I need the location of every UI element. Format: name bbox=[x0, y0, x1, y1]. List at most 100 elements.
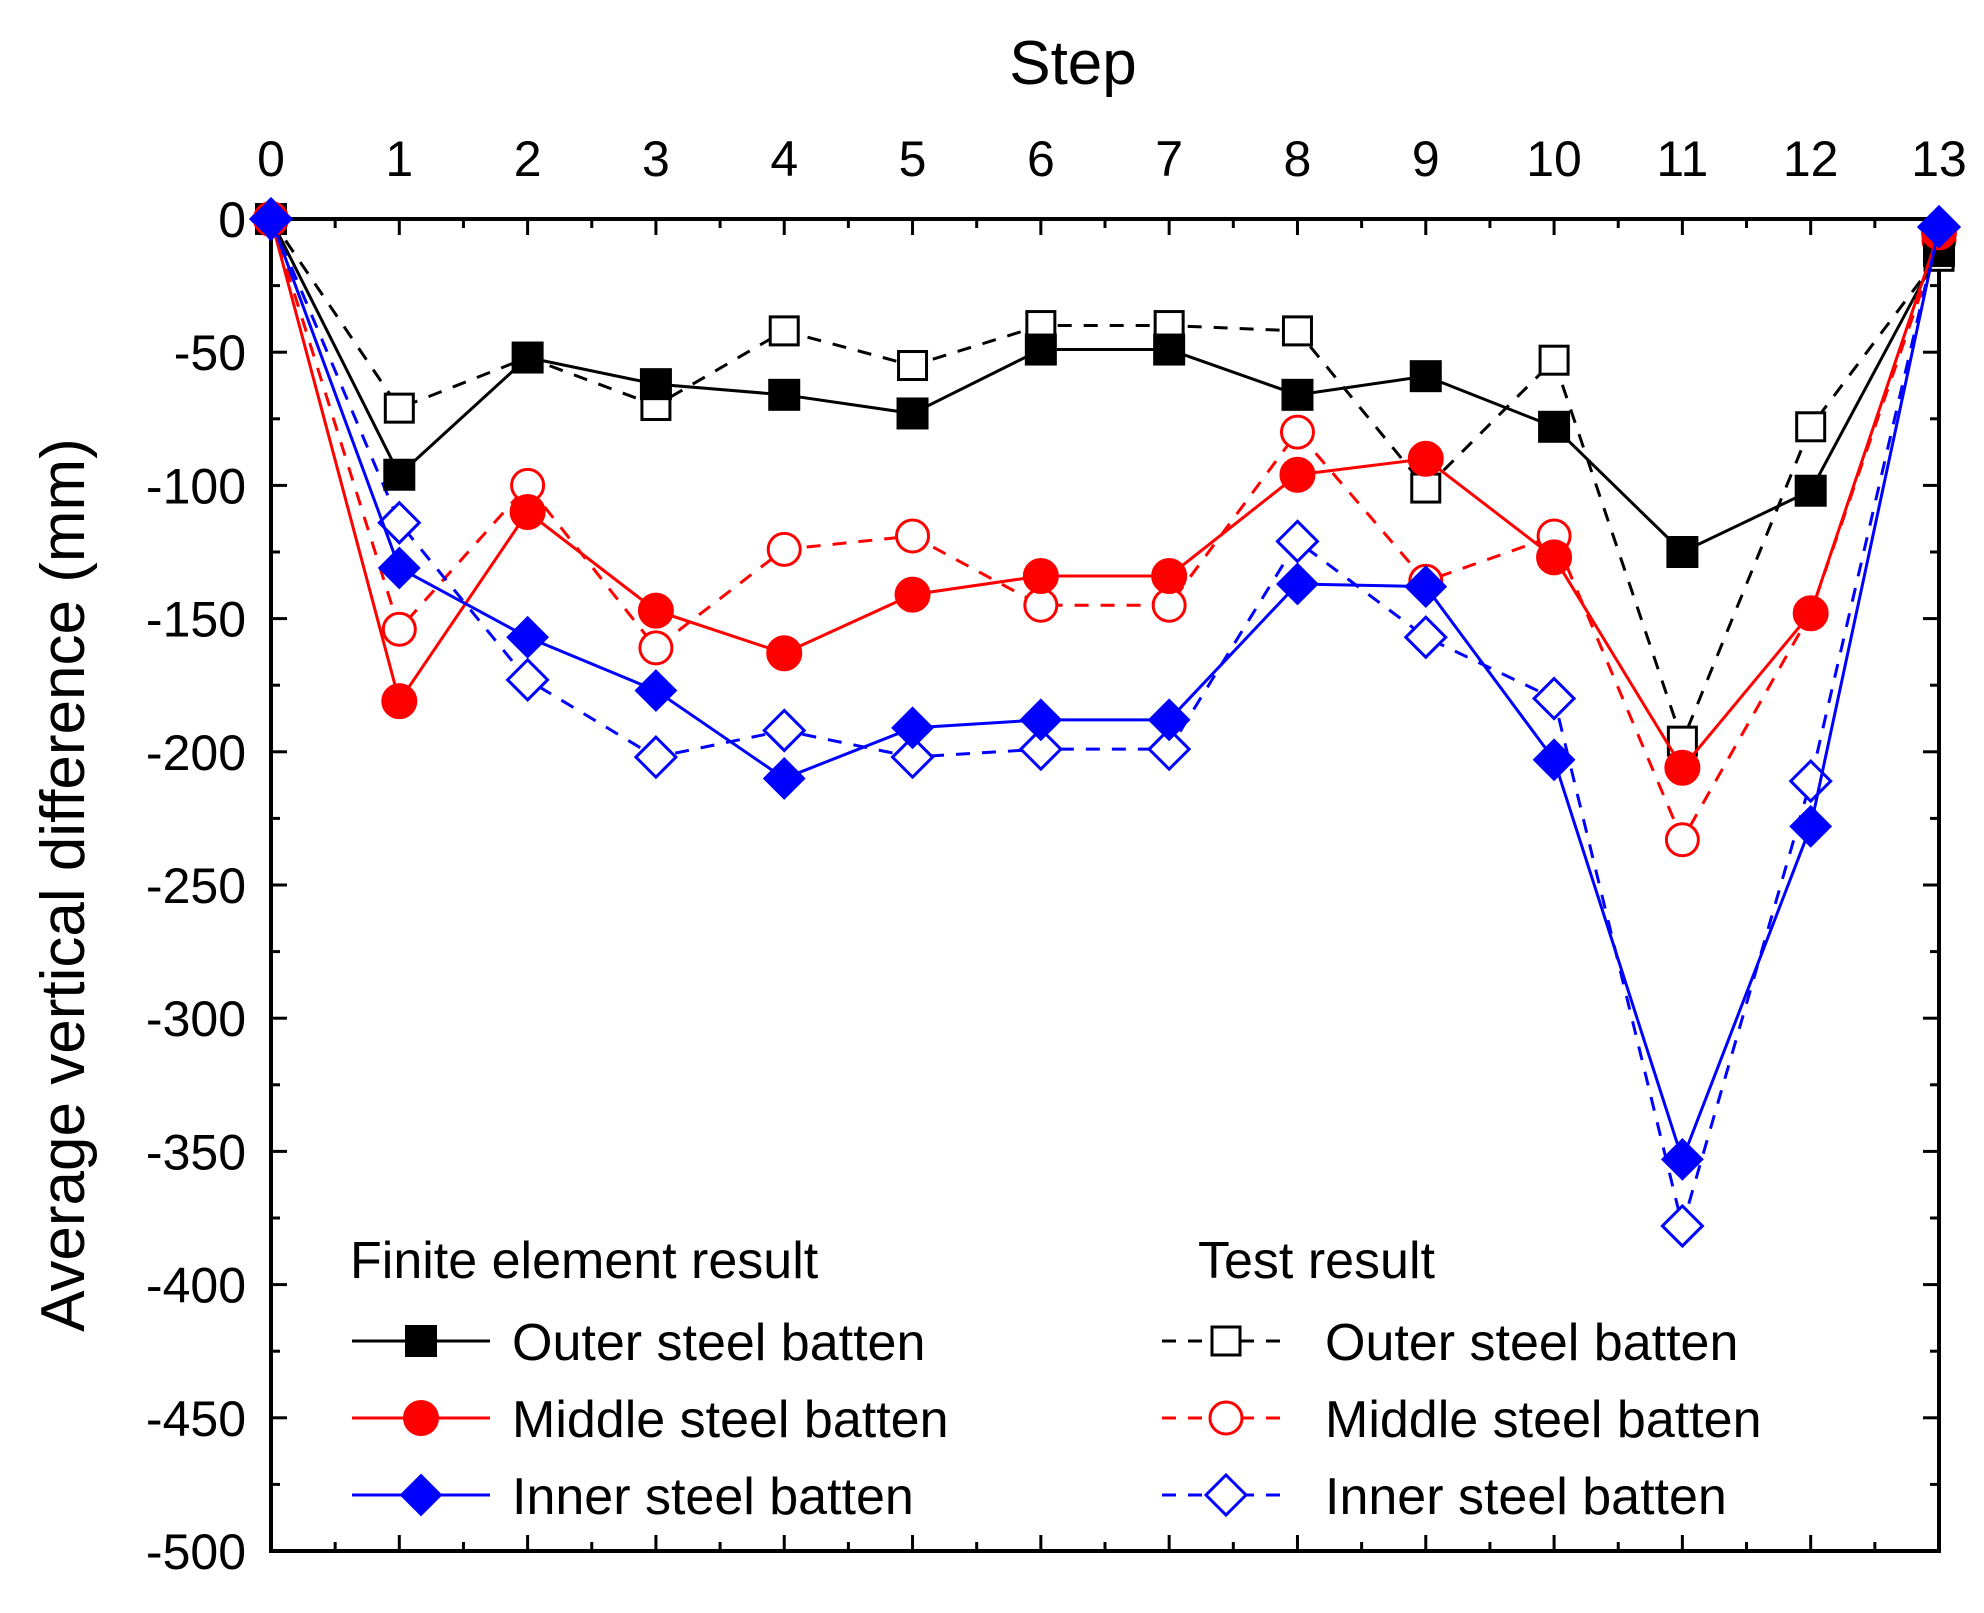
data-point-test-outer-steel-batten bbox=[383, 392, 415, 424]
y-tick-label: -150 bbox=[146, 592, 246, 648]
x-axis-title: Step bbox=[1009, 29, 1137, 98]
series-test-outer-steel-batten bbox=[255, 203, 1955, 757]
data-point-test-outer-steel-batten bbox=[1281, 315, 1313, 347]
data-point-fe-middle-steel-batten bbox=[1792, 595, 1829, 632]
data-point-test-inner-steel-batten bbox=[1403, 615, 1448, 660]
data-point-test-outer-steel-batten bbox=[1410, 472, 1442, 504]
data-point-fe-middle-steel-batten bbox=[1536, 539, 1573, 576]
x-tick-labels: 0 1 2 3 4 5 6 7 8 9 10 11 12 13 bbox=[257, 131, 1967, 187]
x-tick-label: 13 bbox=[1911, 131, 1967, 187]
data-point-test-inner-steel-batten bbox=[1660, 1203, 1705, 1249]
data-point-test-middle-steel-batten bbox=[1023, 587, 1059, 623]
legend-label-test-middle-steel-batten: Middle steel batten bbox=[1325, 1391, 1762, 1449]
data-point-test-inner-steel-batten bbox=[1147, 727, 1192, 772]
data-point-fe-middle-steel-batten bbox=[1022, 557, 1059, 594]
data-point-fe-middle-steel-batten bbox=[637, 592, 674, 629]
legend: Finite element result Test result Outer … bbox=[350, 1232, 1762, 1526]
data-point-test-middle-steel-batten bbox=[1279, 414, 1315, 450]
data-point-fe-outer-steel-batten bbox=[639, 368, 672, 401]
data-point-fe-inner-steel-batten bbox=[1019, 698, 1063, 742]
data-point-fe-outer-steel-batten bbox=[768, 378, 801, 411]
legend-label-test-outer-steel-batten: Outer steel batten bbox=[1325, 1314, 1738, 1372]
legend-marker-test-inner-steel-batten bbox=[1203, 1472, 1249, 1518]
series-line-fe-inner-steel-batten bbox=[269, 218, 1941, 1164]
x-tick-label: 5 bbox=[899, 131, 927, 187]
data-point-test-middle-steel-batten bbox=[766, 531, 802, 567]
y-tick-label: -300 bbox=[146, 991, 246, 1047]
legend-group-title-test: Test result bbox=[1198, 1232, 1436, 1290]
y-tick-label: -450 bbox=[146, 1391, 246, 1447]
y-axis-title: Average vertical difference (mm) bbox=[29, 438, 98, 1332]
x-tick-label: 7 bbox=[1155, 131, 1183, 187]
legend-marker-fe-inner-steel-batten bbox=[399, 1473, 443, 1517]
data-point-test-middle-steel-batten bbox=[895, 518, 931, 554]
data-point-fe-outer-steel-batten bbox=[1153, 333, 1186, 366]
data-point-test-middle-steel-batten bbox=[381, 611, 417, 647]
data-point-fe-inner-steel-batten bbox=[1147, 698, 1191, 742]
data-point-fe-middle-steel-batten bbox=[894, 576, 931, 613]
x-tick-label: 2 bbox=[514, 131, 542, 187]
data-point-test-inner-steel-batten bbox=[505, 657, 550, 702]
data-point-fe-inner-steel-batten bbox=[1660, 1137, 1704, 1181]
data-point-fe-middle-steel-batten bbox=[766, 635, 803, 672]
x-tick-label: 4 bbox=[770, 131, 798, 187]
series-fe-inner-steel-batten bbox=[249, 197, 1961, 1181]
y-tick-label: 0 bbox=[218, 192, 246, 248]
data-point-test-inner-steel-batten bbox=[377, 500, 422, 545]
x-tick-label: 6 bbox=[1027, 131, 1055, 187]
data-point-test-outer-steel-batten bbox=[897, 350, 929, 382]
data-point-test-outer-steel-batten bbox=[768, 315, 800, 347]
data-point-fe-middle-steel-batten bbox=[509, 494, 546, 531]
y-tick-labels: 0 -50 -100 -150 -200 -250 -300 -350 -400 -450 -500 bbox=[146, 192, 246, 1580]
series-test-middle-steel-batten bbox=[253, 201, 1957, 858]
axis-ticks bbox=[269, 217, 1941, 1553]
data-point-test-middle-steel-batten bbox=[1664, 822, 1700, 858]
x-tick-label: 12 bbox=[1783, 131, 1839, 187]
x-tick-label: 10 bbox=[1526, 131, 1582, 187]
data-point-test-inner-steel-batten bbox=[1788, 758, 1833, 804]
series-line-test-middle-steel-batten bbox=[269, 218, 1941, 844]
data-point-fe-middle-steel-batten bbox=[1279, 456, 1316, 493]
y-tick-label: -500 bbox=[146, 1524, 246, 1580]
data-point-fe-inner-steel-batten bbox=[1789, 804, 1833, 848]
legend-marker-fe-outer-steel-batten bbox=[405, 1325, 437, 1357]
data-point-fe-middle-steel-batten bbox=[1151, 557, 1188, 594]
series-layer bbox=[248, 196, 1962, 1249]
data-point-fe-outer-steel-batten bbox=[1409, 360, 1442, 393]
x-tick-label: 3 bbox=[642, 131, 670, 187]
data-point-test-outer-steel-batten bbox=[1795, 411, 1827, 443]
data-point-fe-inner-steel-batten bbox=[506, 615, 550, 659]
data-point-test-inner-steel-batten bbox=[890, 735, 935, 780]
x-tick-label: 1 bbox=[385, 131, 413, 187]
data-point-test-middle-steel-batten bbox=[1151, 587, 1187, 623]
data-point-test-inner-steel-batten bbox=[1018, 727, 1063, 772]
data-point-fe-inner-steel-batten bbox=[1276, 562, 1319, 606]
legend-marker-test-middle-steel-batten bbox=[1208, 1400, 1244, 1436]
legend-group-title-fe: Finite element result bbox=[350, 1232, 819, 1290]
legend-label-test-inner-steel-batten: Inner steel batten bbox=[1325, 1468, 1727, 1526]
data-point-fe-outer-steel-batten bbox=[1024, 333, 1057, 366]
data-point-fe-inner-steel-batten bbox=[1404, 565, 1448, 609]
data-point-test-inner-steel-batten bbox=[1275, 519, 1320, 564]
data-point-fe-outer-steel-batten bbox=[511, 341, 544, 374]
y-tick-label: -200 bbox=[146, 725, 246, 781]
y-tick-label: -50 bbox=[174, 325, 246, 381]
data-point-fe-outer-steel-batten bbox=[383, 458, 416, 491]
legend-item-fe-middle-steel-batten: Middle steel batten bbox=[352, 1391, 949, 1449]
x-tick-label: 0 bbox=[257, 131, 285, 187]
data-point-fe-outer-steel-batten bbox=[1538, 410, 1571, 443]
legend-label-fe-middle-steel-batten: Middle steel batten bbox=[512, 1391, 949, 1449]
data-point-fe-inner-steel-batten bbox=[377, 546, 421, 590]
data-point-fe-middle-steel-batten bbox=[381, 683, 418, 720]
series-line-test-inner-steel-batten bbox=[269, 218, 1941, 1232]
series-test-inner-steel-batten bbox=[248, 196, 1962, 1249]
y-tick-label: -250 bbox=[146, 858, 246, 914]
legend-label-fe-outer-steel-batten: Outer steel batten bbox=[512, 1314, 925, 1372]
y-tick-label: -350 bbox=[146, 1124, 246, 1180]
legend-item-fe-inner-steel-batten: Inner steel batten bbox=[352, 1468, 914, 1526]
legend-marker-test-outer-steel-batten bbox=[1210, 1325, 1242, 1357]
data-point-fe-outer-steel-batten bbox=[896, 397, 929, 430]
data-point-test-outer-steel-batten bbox=[1538, 344, 1570, 376]
